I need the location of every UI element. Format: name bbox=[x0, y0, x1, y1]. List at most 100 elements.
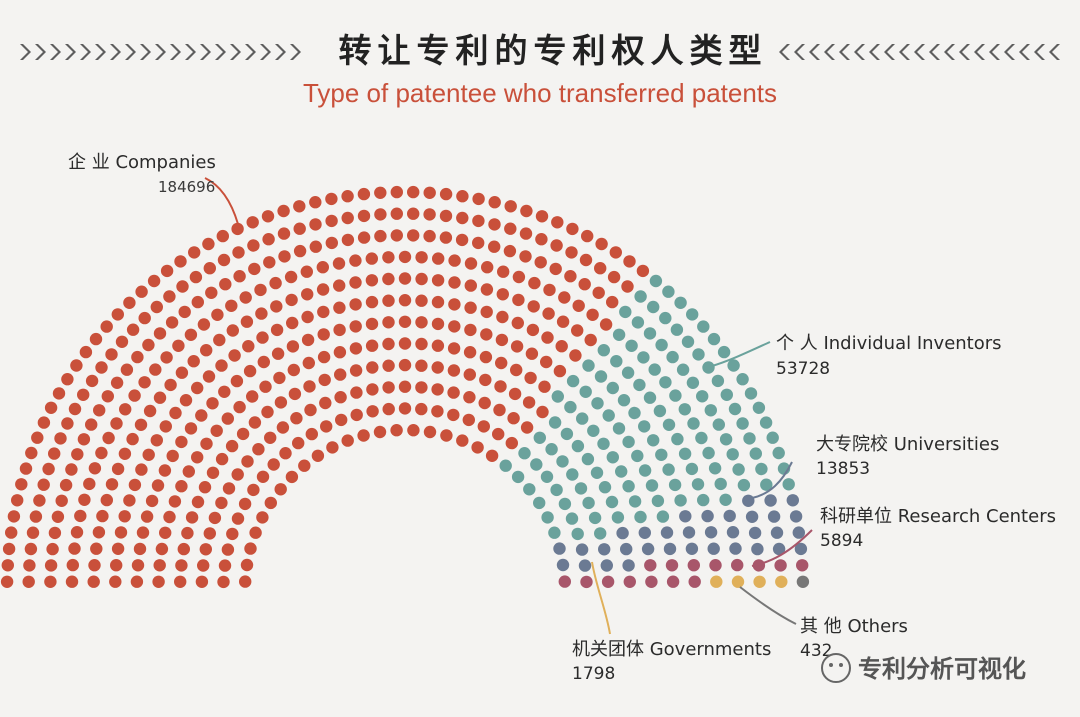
chevron-mark bbox=[200, 44, 211, 60]
value-universities: 13853 bbox=[816, 459, 870, 479]
dot-companies bbox=[256, 470, 270, 483]
dot-research-centers bbox=[709, 559, 722, 572]
dot-companies bbox=[439, 231, 453, 244]
dot-companies bbox=[66, 558, 80, 572]
dot-companies bbox=[543, 283, 556, 297]
dot-companies bbox=[216, 229, 229, 243]
dot-companies bbox=[143, 404, 157, 418]
dot-companies bbox=[479, 373, 492, 387]
dot-individual-inventors bbox=[634, 510, 647, 524]
dot-companies bbox=[110, 559, 123, 572]
dot-companies bbox=[184, 328, 198, 341]
dot-individual-inventors bbox=[594, 527, 607, 540]
dot-individual-inventors bbox=[649, 274, 663, 288]
dot-companies bbox=[184, 422, 198, 435]
dot-individual-inventors bbox=[612, 422, 626, 435]
dot-companies bbox=[553, 364, 567, 378]
dot-companies bbox=[114, 526, 128, 539]
dot-companies bbox=[415, 316, 428, 329]
dot-individual-inventors bbox=[621, 366, 635, 379]
dot-companies bbox=[83, 477, 96, 491]
leader-individuals bbox=[711, 341, 771, 367]
dot-companies bbox=[278, 250, 291, 263]
dot-individual-inventors bbox=[550, 483, 563, 497]
dot-companies bbox=[273, 371, 286, 385]
dot-companies bbox=[263, 256, 276, 269]
chevron-mark bbox=[65, 44, 76, 60]
dot-companies bbox=[472, 192, 485, 206]
dot-companies bbox=[164, 378, 177, 392]
dot-companies bbox=[456, 190, 469, 203]
dot-companies bbox=[407, 207, 420, 220]
dot-companies bbox=[206, 397, 219, 410]
dot-companies bbox=[191, 381, 204, 395]
label-others: 其 他 Others bbox=[800, 616, 908, 637]
dot-companies bbox=[270, 300, 283, 313]
dot-universities bbox=[742, 494, 755, 507]
dot-companies bbox=[572, 299, 585, 312]
dot-individual-inventors bbox=[643, 327, 657, 340]
dot-individual-inventors bbox=[602, 409, 615, 422]
dot-individual-inventors bbox=[633, 378, 646, 392]
dot-companies bbox=[447, 408, 460, 422]
dot-companies bbox=[366, 405, 379, 418]
dot-companies bbox=[174, 255, 187, 268]
dot-individual-inventors bbox=[587, 424, 600, 437]
dot-companies bbox=[131, 350, 144, 364]
dot-companies bbox=[510, 363, 523, 377]
dot-companies bbox=[195, 575, 209, 588]
dot-companies bbox=[233, 400, 246, 414]
dot-companies bbox=[247, 239, 260, 252]
dot-companies bbox=[326, 441, 339, 454]
dot-individual-inventors bbox=[606, 381, 619, 395]
dot-companies bbox=[126, 323, 140, 336]
dot-companies bbox=[254, 283, 267, 297]
dot-companies bbox=[189, 270, 203, 284]
dot-universities bbox=[616, 526, 629, 540]
dot-companies bbox=[142, 338, 155, 352]
dot-governments bbox=[731, 575, 745, 588]
dot-research-centers bbox=[558, 575, 571, 588]
dot-companies bbox=[225, 439, 239, 453]
dot-companies bbox=[302, 356, 315, 370]
dot-companies bbox=[188, 246, 201, 259]
dot-companies bbox=[181, 526, 194, 540]
dot-companies bbox=[439, 209, 453, 223]
chevron-mark bbox=[1019, 44, 1030, 60]
dot-individual-inventors bbox=[574, 482, 588, 495]
dot-companies bbox=[349, 364, 363, 377]
dot-companies bbox=[262, 233, 275, 246]
dot-companies bbox=[528, 276, 541, 290]
dot-companies bbox=[191, 495, 205, 509]
label-universities: 大专院校 Universities bbox=[816, 434, 999, 455]
dot-companies bbox=[303, 380, 316, 393]
dot-companies bbox=[477, 420, 490, 433]
dot-companies bbox=[44, 559, 58, 572]
dot-research-centers bbox=[666, 575, 680, 588]
dot-companies bbox=[200, 344, 213, 357]
dot-individual-inventors bbox=[628, 495, 642, 508]
dot-companies bbox=[287, 363, 300, 377]
dot-companies bbox=[153, 391, 167, 404]
dot-companies bbox=[37, 416, 51, 429]
dot-companies bbox=[510, 340, 524, 353]
leader-others bbox=[739, 586, 797, 625]
dot-individual-inventors bbox=[540, 470, 554, 483]
dot-companies bbox=[202, 370, 216, 383]
dot-companies bbox=[320, 420, 333, 433]
dot-research-centers bbox=[796, 559, 809, 572]
dot-research-centers bbox=[731, 558, 744, 572]
dot-companies bbox=[0, 575, 14, 588]
dot-companies bbox=[480, 283, 494, 296]
dot-companies bbox=[316, 261, 329, 274]
dot-companies bbox=[267, 458, 280, 471]
dot-universities bbox=[726, 526, 740, 539]
chevron-mark bbox=[914, 44, 925, 60]
dot-individual-inventors bbox=[637, 351, 650, 364]
dot-companies bbox=[61, 373, 74, 386]
dot-companies bbox=[191, 295, 204, 309]
dot-companies bbox=[136, 526, 150, 539]
dot-universities bbox=[767, 510, 781, 523]
dot-companies bbox=[131, 559, 145, 572]
dot-companies bbox=[210, 424, 223, 437]
